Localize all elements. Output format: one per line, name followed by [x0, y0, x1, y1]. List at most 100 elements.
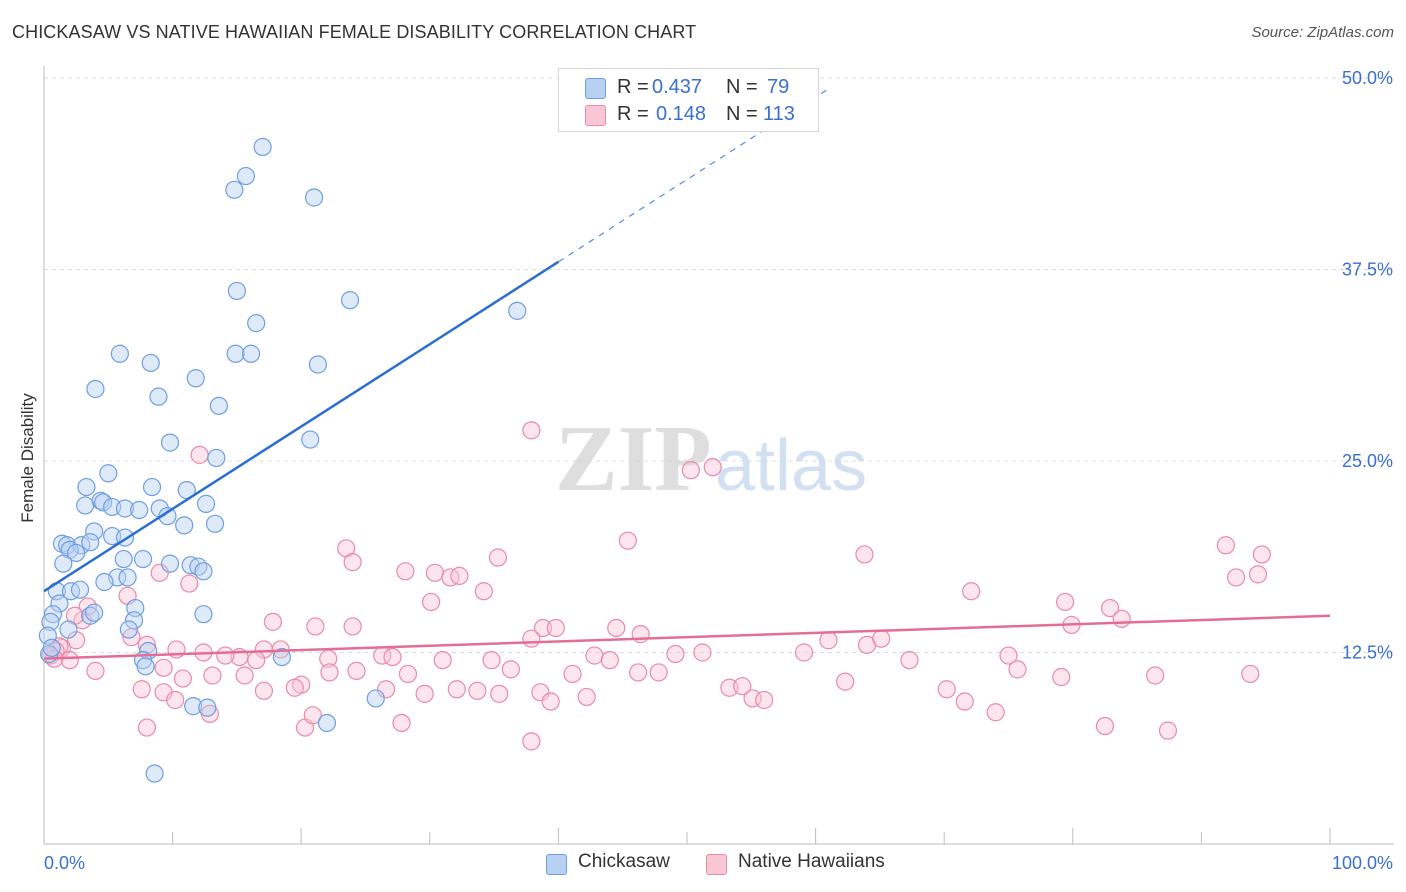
data-point-chickasaw — [85, 603, 104, 622]
data-point-native-hawaiians — [819, 631, 838, 650]
data-point-chickasaw — [301, 430, 320, 449]
data-point-native-hawaiians — [755, 690, 774, 710]
data-point-chickasaw — [95, 572, 114, 592]
data-point-native-hawaiians — [955, 692, 974, 711]
data-point-chickasaw — [76, 496, 95, 515]
watermark: ZIP atlas — [555, 407, 867, 511]
data-point-chickasaw — [196, 494, 216, 513]
data-point-native-hawaiians — [396, 562, 415, 581]
trend-line-native-hawaiians — [43, 614, 1331, 660]
bottom-legend-label: Native Hawaiians — [738, 851, 885, 872]
data-point-native-hawaiians — [962, 582, 981, 601]
trend-lines — [43, 88, 1331, 660]
grid-lines — [44, 77, 1394, 653]
watermark-zip: ZIP — [555, 407, 712, 511]
data-point-native-hawaiians — [392, 713, 411, 733]
bottom-legend-swatch-native-hawaiians — [706, 854, 727, 875]
data-point-native-hawaiians — [180, 574, 199, 593]
data-point-native-hawaiians — [629, 663, 648, 682]
watermark-atlas: atlas — [715, 426, 867, 506]
data-point-native-hawaiians — [150, 563, 169, 582]
data-point-chickasaw — [114, 549, 133, 569]
data-point-native-hawaiians — [743, 689, 762, 708]
data-point-chickasaw — [241, 344, 261, 363]
data-point-native-hawaiians — [937, 680, 956, 699]
data-point-chickasaw — [70, 580, 90, 599]
data-point-chickasaw — [42, 638, 61, 658]
data-point-native-hawaiians — [60, 651, 79, 670]
legend-r-label: R = — [617, 76, 649, 98]
data-point-chickasaw — [136, 657, 155, 676]
data-point-native-hawaiians — [618, 531, 637, 550]
data-point-native-hawaiians — [836, 672, 855, 691]
data-point-native-hawaiians — [1216, 536, 1235, 555]
legend-swatch-chickasaw — [585, 78, 606, 99]
data-point-native-hawaiians — [343, 553, 362, 572]
data-point-chickasaw — [304, 188, 324, 207]
data-point-chickasaw — [194, 562, 213, 581]
data-point-chickasaw — [207, 448, 226, 468]
data-point-chickasaw — [50, 594, 69, 613]
data-point-native-hawaiians — [563, 664, 582, 684]
data-point-chickasaw — [198, 698, 217, 717]
data-point-chickasaw — [247, 314, 266, 333]
data-point-native-hawaiians — [474, 582, 493, 601]
data-point-native-hawaiians — [306, 617, 325, 636]
data-point-native-hawaiians — [415, 684, 434, 703]
data-point-native-hawaiians — [421, 592, 441, 612]
data-point-chickasaw — [205, 514, 225, 533]
data-point-chickasaw — [61, 582, 81, 601]
data-point-chickasaw — [94, 493, 113, 512]
data-point-native-hawaiians — [872, 629, 891, 648]
data-point-chickasaw — [124, 611, 144, 630]
data-point-native-hawaiians — [733, 677, 752, 696]
data-point-chickasaw — [226, 344, 245, 363]
data-point-native-hawaiians — [425, 563, 445, 582]
data-point-chickasaw — [130, 500, 149, 520]
data-point-native-hawaiians — [1112, 609, 1131, 628]
data-point-chickasaw — [115, 499, 135, 518]
y-tick-label: 12.5% — [1342, 643, 1393, 663]
data-point-native-hawaiians — [137, 718, 156, 737]
data-point-native-hawaiians — [441, 568, 460, 587]
data-point-native-hawaiians — [693, 643, 712, 662]
data-point-chickasaw — [145, 764, 164, 783]
data-point-native-hawaiians — [303, 706, 322, 725]
data-point-native-hawaiians — [607, 618, 626, 638]
data-point-native-hawaiians — [166, 690, 185, 710]
data-point-native-hawaiians — [666, 644, 685, 664]
data-point-native-hawaiians — [1055, 592, 1075, 612]
data-point-native-hawaiians — [383, 647, 402, 667]
bottom-legend-label: Chickasaw — [578, 851, 670, 872]
data-point-chickasaw — [141, 353, 160, 373]
data-point-chickasaw — [236, 166, 256, 186]
x-tick-label: 0.0% — [44, 853, 85, 873]
data-point-native-hawaiians — [600, 651, 619, 670]
data-point-chickasaw — [81, 533, 100, 552]
data-point-chickasaw — [272, 647, 292, 667]
source-label: Source: ZipAtlas.com — [1251, 24, 1394, 41]
data-point-native-hawaiians — [450, 566, 469, 586]
y-tick-label: 25.0% — [1342, 451, 1393, 471]
data-point-chickasaw — [184, 697, 203, 716]
data-point-native-hawaiians — [1100, 598, 1120, 618]
data-point-native-hawaiians — [1052, 667, 1071, 687]
data-point-native-hawaiians — [447, 680, 466, 699]
data-point-native-hawaiians — [522, 629, 541, 648]
data-point-native-hawaiians — [501, 660, 520, 679]
data-point-native-hawaiians — [86, 661, 105, 680]
data-point-native-hawaiians — [203, 666, 222, 685]
data-point-chickasaw — [317, 713, 337, 733]
data-point-chickasaw — [227, 281, 246, 301]
data-point-native-hawaiians — [132, 680, 151, 699]
data-point-native-hawaiians — [986, 703, 1005, 722]
legend-swatch-native-hawaiians — [585, 105, 606, 126]
data-point-native-hawaiians — [794, 643, 814, 662]
data-point-chickasaw — [118, 568, 137, 587]
data-point-chickasaw — [175, 516, 194, 535]
data-point-chickasaw — [308, 355, 328, 374]
data-point-chickasaw — [86, 379, 105, 399]
tick-labels: 12.5% 25.0% 37.5% 50.0% 0.0% 100.0% — [44, 68, 1393, 873]
data-point-chickasaw — [142, 477, 162, 497]
data-point-chickasaw — [225, 180, 244, 199]
